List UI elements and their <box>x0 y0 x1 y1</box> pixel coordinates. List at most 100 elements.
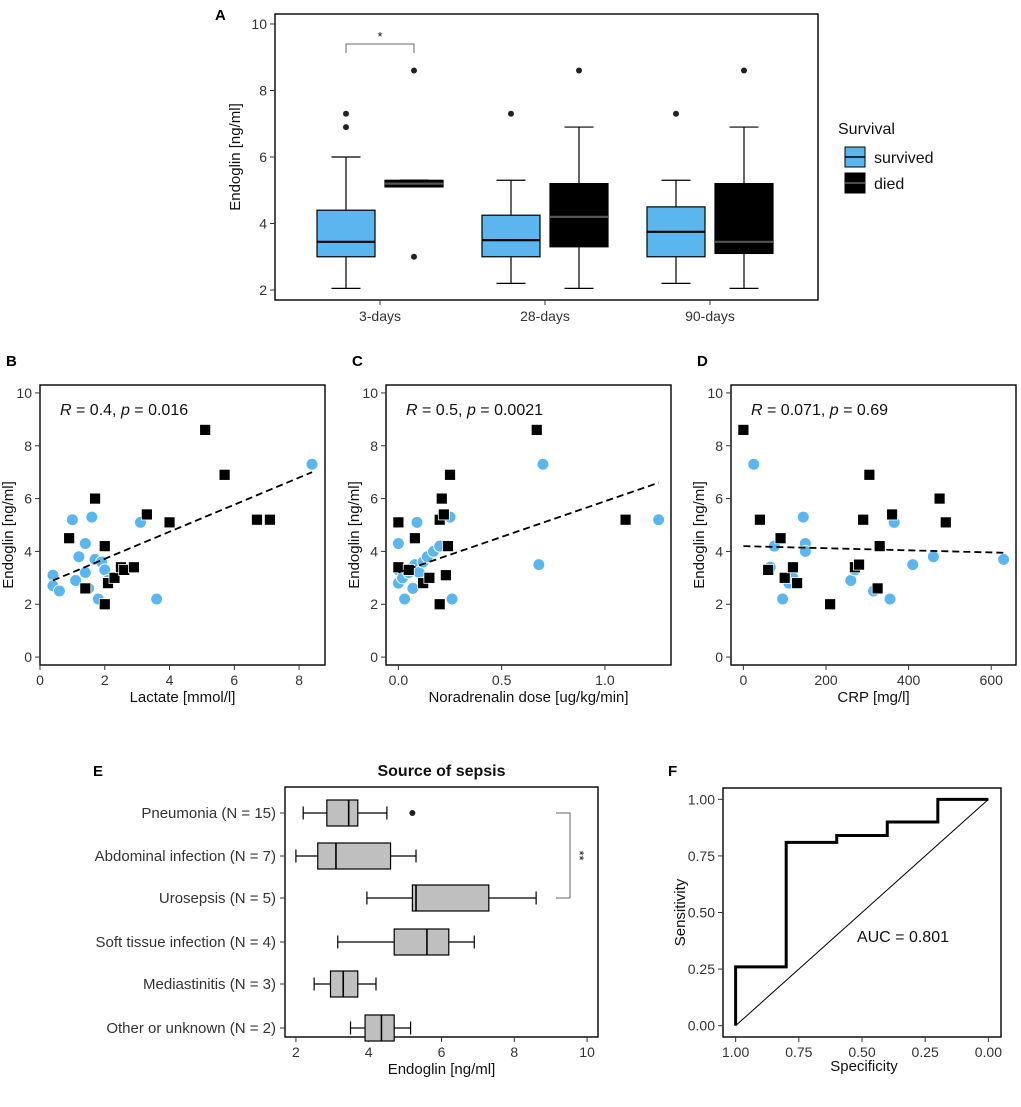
x-tick-label: 2 <box>101 672 109 688</box>
point-survived <box>796 510 810 524</box>
point-survived <box>406 581 420 595</box>
point-survived <box>926 550 940 564</box>
y-tick-label: 0.50 <box>688 905 715 921</box>
point-survived <box>305 457 319 471</box>
point-survived <box>997 552 1011 566</box>
correlation-annotation: R = 0.5, p = 0.0021 <box>406 402 543 419</box>
point-survived <box>532 558 546 572</box>
point-died <box>264 513 276 526</box>
y-axis-title: Endoglin [ng/ml] <box>0 481 17 589</box>
point-died <box>128 561 140 574</box>
x-axis-title: Endoglin [ng/ml] <box>388 1061 496 1078</box>
y-tick-label: 6 <box>24 491 32 507</box>
y-tick-label: 2 <box>259 282 267 298</box>
y-tick-label: 0 <box>24 649 32 665</box>
y-tick-label: 6 <box>259 149 267 165</box>
point-survived <box>78 536 92 550</box>
x-tick-label: 0.00 <box>975 1044 1002 1060</box>
x-tick-label: 0.25 <box>912 1044 939 1060</box>
x-axis-title: Lactate [mmol/l] <box>130 689 236 706</box>
panel-F-label: F <box>668 763 677 780</box>
point-survived <box>391 536 405 550</box>
point-survived <box>883 592 897 606</box>
point-died <box>619 513 632 526</box>
annotation-symbol: R <box>406 402 418 419</box>
y-tick-label: 6 <box>715 491 723 507</box>
box-Abdominal infection (N = 7) <box>295 842 417 870</box>
series-died <box>737 424 952 611</box>
box-died-28-days <box>549 67 609 289</box>
significance-bracket <box>345 43 415 53</box>
y-tick-label: 2 <box>24 596 32 612</box>
box-survived-28-days <box>481 110 541 284</box>
point-died <box>98 540 111 553</box>
y-tick-label: 10 <box>362 385 378 401</box>
legend-label-died: died <box>874 176 904 193</box>
category-label: Other or unknown (N = 2) <box>106 1020 276 1037</box>
point-survived <box>536 457 550 471</box>
chart-title: Source of sepsis <box>377 763 505 780</box>
point-died <box>762 564 775 576</box>
correlation-annotation: R = 0.4, p = 0.016 <box>60 402 188 419</box>
point-died <box>423 571 436 584</box>
panel-E-label: E <box>93 763 103 780</box>
x-tick-label: 10 <box>579 1044 595 1060</box>
panel-D-frame <box>730 384 1017 666</box>
annotation-value: = 0.0021 <box>476 402 543 419</box>
point-died <box>778 571 791 584</box>
y-tick-label: 10 <box>251 16 267 32</box>
point-died <box>444 468 456 481</box>
x-tick-label: 6 <box>230 672 238 688</box>
panel-E: E Source of sepsis 2 4 6 8 10 Endoglin [ng/ml] P… <box>93 763 599 1078</box>
annotation-symbol: R <box>751 402 763 419</box>
x-tick-label: 0 <box>739 672 747 688</box>
panel-A: A 2 4 6 8 10 3-days 28-days 90-days Endoglin [ng/… <box>215 7 934 324</box>
point-survived <box>69 573 83 587</box>
box-Other or unknown (N = 2) <box>349 1014 412 1042</box>
outlier-point <box>673 110 679 117</box>
box-body <box>317 842 392 870</box>
panel-B-frame <box>39 384 326 666</box>
auc-annotation: AUC = 0.801 <box>857 929 949 946</box>
point-died <box>933 492 946 505</box>
box-body <box>549 183 609 248</box>
trend-line <box>398 481 659 574</box>
y-tick-label: 4 <box>259 216 267 232</box>
box-body <box>326 799 359 827</box>
x-tick-label: 2 <box>292 1044 300 1060</box>
x-tick-label: 4 <box>166 672 174 688</box>
y-tick-label: 4 <box>370 543 378 559</box>
box-died-3-days <box>384 67 444 260</box>
y-tick-label: 0.75 <box>688 848 715 864</box>
x-tick-label: 6 <box>438 1044 446 1060</box>
category-label: Soft tissue infection (N = 4) <box>96 934 277 951</box>
y-tick-label: 2 <box>370 596 378 612</box>
significance-label: ** <box>572 850 587 860</box>
point-died <box>140 508 153 521</box>
point-died <box>251 513 263 526</box>
y-tick-label: 0.00 <box>688 1018 715 1034</box>
point-died <box>857 513 870 526</box>
legend-label-survived: survived <box>874 150 934 167</box>
point-survived <box>747 457 761 471</box>
panel-C-label: C <box>352 353 363 370</box>
annotation-symbol: p <box>829 402 839 419</box>
point-died <box>89 492 101 505</box>
x-tick-label: 0.5 <box>492 672 512 688</box>
y-tick-label: 4 <box>715 543 723 559</box>
point-died <box>442 540 454 553</box>
significance-label: * <box>377 29 382 44</box>
outlier-point <box>576 67 582 74</box>
point-survived <box>65 513 79 527</box>
box-Mediastinitis (N = 3) <box>313 970 377 998</box>
box-body <box>364 1014 395 1042</box>
y-tick-label: 10 <box>707 385 723 401</box>
box-body <box>714 183 774 255</box>
panel-F: F 0.00 0.25 0.50 0.75 1.00 1.00 0.75 0.50 0.25 0.0… <box>668 763 1002 1075</box>
point-died <box>79 582 92 595</box>
y-tick-label: 10 <box>16 385 32 401</box>
point-survived <box>445 592 459 606</box>
box-body <box>481 214 541 258</box>
trend-line <box>52 471 313 582</box>
